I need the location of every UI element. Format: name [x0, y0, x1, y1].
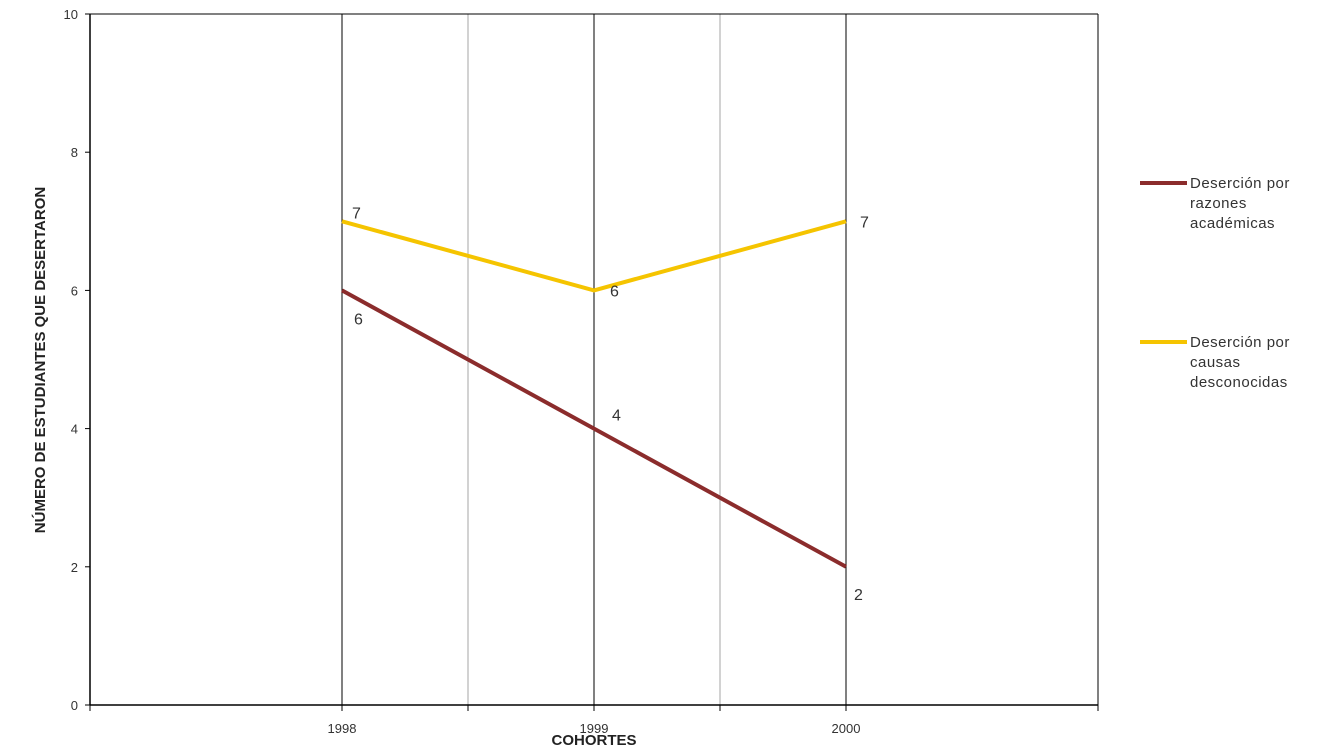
series-line-2 [341, 219, 847, 293]
y-tick-label: 4 [71, 422, 78, 437]
series-layer [341, 219, 847, 569]
x-tick-label: 2000 [832, 721, 861, 736]
axis-layer: 0 2 4 6 8 10 1998 1999 2000 [64, 7, 1099, 736]
y-axis-title: NÚMERO DE ESTUDIANTES QUE DESERTARON [31, 187, 49, 533]
data-label: 6 [354, 311, 363, 328]
y-tick-label: 2 [71, 560, 78, 575]
data-label: 4 [612, 408, 621, 425]
data-label: 7 [352, 205, 361, 222]
legend: Deserción por razones académicas Deserción … [1140, 175, 1290, 391]
y-tick-label: 8 [71, 145, 78, 160]
x-tick-label: 1999 [580, 721, 609, 736]
data-label: 7 [860, 214, 869, 231]
series-line-1 [341, 288, 847, 569]
y-tick-label: 10 [64, 7, 78, 22]
grid-layer [341, 14, 847, 705]
x-tick-label: 1998 [328, 721, 357, 736]
x-axis-title: COHORTES [551, 732, 636, 749]
data-label: 6 [610, 283, 619, 300]
data-label: 2 [854, 587, 863, 604]
legend-label-2: Deserción por causas desconocidas [1190, 334, 1290, 391]
legend-label-1: Deserción por razones académicas [1190, 175, 1290, 232]
data-label-layer: 6 4 2 7 6 7 [352, 205, 869, 604]
y-tick-label: 6 [71, 283, 78, 298]
y-tick-label: 0 [71, 698, 78, 713]
